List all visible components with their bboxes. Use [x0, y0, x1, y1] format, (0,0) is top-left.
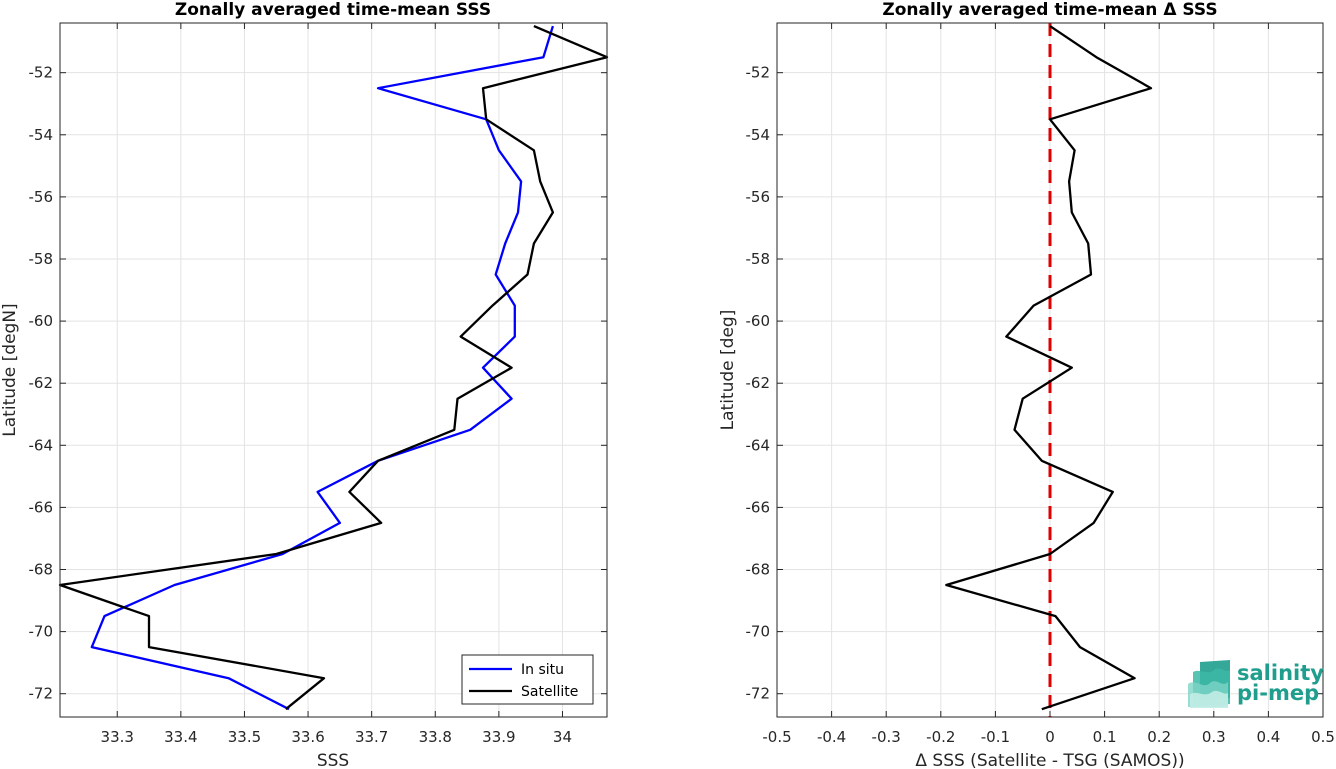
right-ticks: -0.5 -0.4 -0.3 -0.2 -0.1 0 0.1 0.2 0.3 0.4 0.5 -72 -…: [746, 23, 1335, 746]
x-tick-label: -0.4: [817, 728, 846, 746]
left-ticks: 33.3 33.4 33.5 33.6 33.7 33.8 33.9 34 -72 -70 -68 -…: [29, 23, 607, 746]
left-y-axis-label: Latitude [degN]: [0, 303, 20, 436]
x-tick-label: 33.7: [355, 728, 388, 746]
legend-label-satellite: Satellite: [521, 684, 578, 700]
left-chart-title: Zonally averaged time-mean SSS: [175, 0, 491, 20]
y-tick-label: -66: [29, 498, 54, 516]
left-plot-frame: [59, 22, 608, 718]
left-x-axis-label: SSS: [317, 751, 349, 769]
series-line-satellite: [58, 25, 609, 711]
y-tick-label: -58: [746, 250, 771, 268]
y-tick-label: -64: [29, 436, 54, 454]
series-line-in-situ: [90, 25, 554, 711]
right-plot-frame: [776, 22, 1324, 718]
left-panel: 33.3 33.4 33.5 33.6 33.7 33.8 33.9 34 -72 -70 -68 -…: [0, 0, 609, 769]
x-tick-label: 34: [553, 728, 572, 746]
legend-label-in-situ: In situ: [521, 662, 564, 678]
y-tick-label: -52: [29, 64, 54, 82]
y-tick-label: -56: [746, 188, 771, 206]
right-chart-title: Zonally averaged time-mean Δ SSS: [882, 0, 1217, 20]
x-tick-label: 33.9: [482, 728, 515, 746]
legend: In situ Satellite: [461, 654, 594, 705]
legend-box: [461, 654, 594, 705]
y-tick-label: -60: [29, 312, 54, 330]
logo-text-pi-mep: pi-mep: [1237, 681, 1319, 705]
y-tick-label: -60: [746, 312, 771, 330]
x-tick-label: 0.4: [1256, 728, 1280, 746]
x-tick-label: 33.8: [419, 728, 452, 746]
right-x-axis-label: Δ SSS (Satellite - TSG (SAMOS)): [915, 751, 1184, 769]
x-tick-label: 33.6: [291, 728, 324, 746]
y-tick-label: -54: [746, 126, 771, 144]
y-tick-label: -54: [29, 126, 54, 144]
y-tick-label: -66: [746, 498, 771, 516]
series-line-delta-sss: [945, 25, 1153, 711]
salinity-pi-mep-logo: salinity pi-mep: [1188, 660, 1324, 708]
x-tick-label: 33.5: [228, 728, 261, 746]
y-tick-label: -68: [29, 561, 54, 579]
y-tick-label: -72: [746, 685, 771, 703]
left-series: [58, 25, 609, 711]
y-tick-label: -70: [746, 623, 771, 641]
x-tick-label: 0.2: [1147, 728, 1171, 746]
y-tick-label: -68: [746, 561, 771, 579]
x-tick-label: 0.5: [1311, 728, 1335, 746]
x-tick-label: -0.3: [872, 728, 901, 746]
y-tick-label: -72: [29, 685, 54, 703]
y-tick-label: -62: [746, 374, 771, 392]
x-tick-label: -0.1: [981, 728, 1010, 746]
left-grid: [60, 23, 607, 717]
right-panel: -0.5 -0.4 -0.3 -0.2 -0.1 0 0.1 0.2 0.3 0.4 0.5 -72 -…: [718, 0, 1335, 769]
y-tick-label: -62: [29, 374, 54, 392]
x-tick-label: 0.3: [1202, 728, 1226, 746]
x-tick-label: -0.2: [926, 728, 955, 746]
x-tick-label: -0.5: [762, 728, 791, 746]
x-tick-label: 33.4: [164, 728, 197, 746]
logo-text-salinity: salinity: [1237, 661, 1324, 685]
y-tick-label: -56: [29, 188, 54, 206]
y-tick-label: -52: [746, 64, 771, 82]
right-series: [945, 23, 1153, 717]
y-tick-label: -70: [29, 623, 54, 641]
x-tick-label: 0.1: [1093, 728, 1117, 746]
y-tick-label: -64: [746, 436, 771, 454]
right-y-axis-label: Latitude [deg]: [718, 310, 738, 431]
x-tick-label: 0: [1045, 728, 1055, 746]
y-tick-label: -58: [29, 250, 54, 268]
wave-logo-icon: [1188, 660, 1230, 708]
x-tick-label: 33.3: [101, 728, 134, 746]
